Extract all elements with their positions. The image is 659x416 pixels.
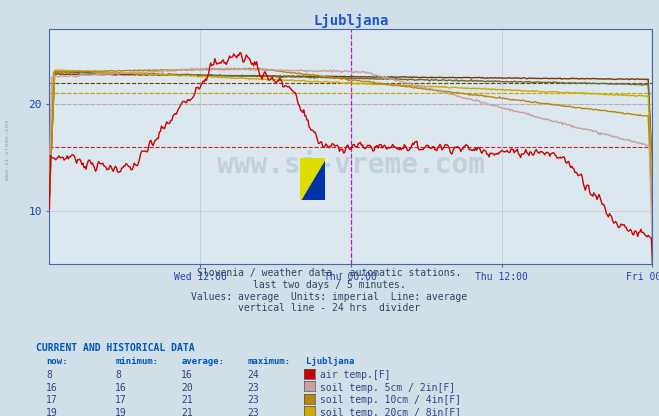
- Title: Ljubljana: Ljubljana: [313, 14, 389, 28]
- Text: Ljubljana: Ljubljana: [306, 357, 355, 366]
- Text: 16: 16: [181, 370, 193, 380]
- Text: www.si-vreme.com: www.si-vreme.com: [5, 120, 11, 180]
- Text: now:: now:: [46, 357, 68, 366]
- Text: 8: 8: [115, 370, 121, 380]
- Text: soil temp. 20cm / 8in[F]: soil temp. 20cm / 8in[F]: [320, 408, 461, 416]
- Text: 17: 17: [115, 395, 127, 405]
- Text: www.si-vreme.com: www.si-vreme.com: [217, 151, 485, 179]
- Text: 16: 16: [46, 383, 58, 393]
- Text: Slovenia / weather data - automatic stations.: Slovenia / weather data - automatic stat…: [197, 268, 462, 278]
- Text: 23: 23: [247, 383, 259, 393]
- Text: air temp.[F]: air temp.[F]: [320, 370, 390, 380]
- Polygon shape: [300, 158, 325, 200]
- Text: 21: 21: [181, 408, 193, 416]
- Text: 16: 16: [115, 383, 127, 393]
- Polygon shape: [300, 158, 325, 200]
- Polygon shape: [300, 158, 325, 200]
- Text: 17: 17: [46, 395, 58, 405]
- Text: last two days / 5 minutes.: last two days / 5 minutes.: [253, 280, 406, 290]
- Text: soil temp. 5cm / 2in[F]: soil temp. 5cm / 2in[F]: [320, 383, 455, 393]
- Text: 23: 23: [247, 395, 259, 405]
- Text: 8: 8: [46, 370, 52, 380]
- Text: 23: 23: [247, 408, 259, 416]
- Text: vertical line - 24 hrs  divider: vertical line - 24 hrs divider: [239, 303, 420, 313]
- Text: average:: average:: [181, 357, 224, 366]
- Text: 24: 24: [247, 370, 259, 380]
- Text: 21: 21: [181, 395, 193, 405]
- Text: 19: 19: [46, 408, 58, 416]
- Text: soil temp. 10cm / 4in[F]: soil temp. 10cm / 4in[F]: [320, 395, 461, 405]
- Text: Values: average  Units: imperial  Line: average: Values: average Units: imperial Line: av…: [191, 292, 468, 302]
- Text: maximum:: maximum:: [247, 357, 290, 366]
- Text: 19: 19: [115, 408, 127, 416]
- Text: minimum:: minimum:: [115, 357, 158, 366]
- Text: 20: 20: [181, 383, 193, 393]
- Text: CURRENT AND HISTORICAL DATA: CURRENT AND HISTORICAL DATA: [36, 343, 195, 353]
- Polygon shape: [300, 158, 325, 200]
